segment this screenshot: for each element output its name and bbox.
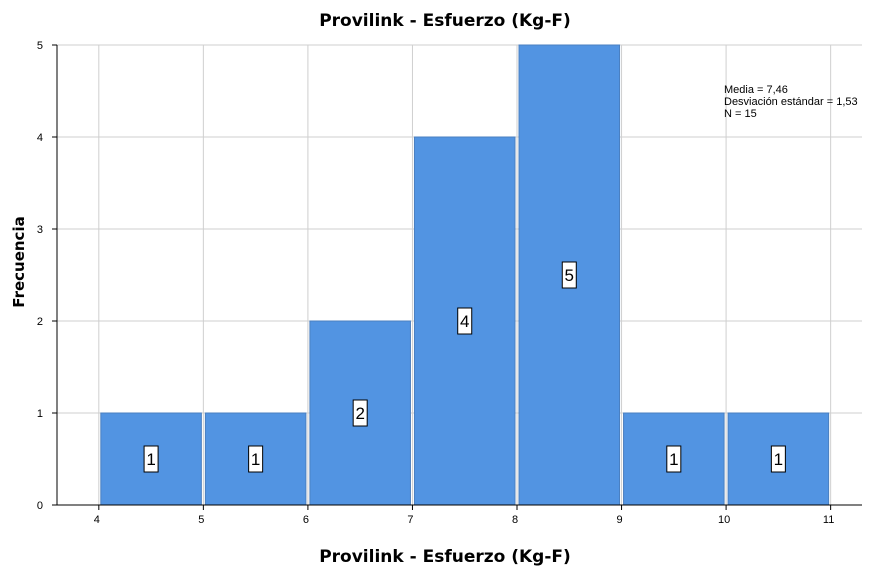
x-ticks: 4 5 6 7 8 9 10 11 xyxy=(94,505,834,526)
bar-label-box xyxy=(561,261,577,289)
bar-label-box xyxy=(352,399,368,427)
y-tick-label: 1 xyxy=(37,408,43,420)
x-tick-label: 11 xyxy=(823,514,834,526)
bar-label: 1 xyxy=(669,450,678,469)
bar-labels: 1 1 2 4 5 1 1 xyxy=(143,261,786,473)
y-tick-label: 2 xyxy=(37,316,43,328)
y-tick-label: 0 xyxy=(37,500,43,512)
y-ticks: 0 1 2 3 4 5 xyxy=(37,40,57,512)
bar-label-box xyxy=(248,445,264,473)
bar-label: 1 xyxy=(146,450,155,469)
x-tick-label: 9 xyxy=(616,514,622,526)
x-tick-label: 8 xyxy=(512,514,518,526)
chart-title: Provilink - Esfuerzo (Kg-F) xyxy=(319,11,571,31)
bar-label-box xyxy=(666,445,682,473)
bar-label: 4 xyxy=(460,312,469,331)
bar-label-box xyxy=(457,307,473,335)
stat-mean: Media = 7,46 xyxy=(724,84,788,96)
y-axis-label: Frecuencia xyxy=(10,216,28,307)
stats-box: Media = 7,46 Desviación estándar = 1,53 … xyxy=(724,84,858,120)
x-tick-label: 6 xyxy=(303,514,309,526)
x-tick-label: 10 xyxy=(718,514,730,526)
x-tick-label: 7 xyxy=(407,514,413,526)
x-tick-label: 5 xyxy=(198,514,204,526)
bar-label: 5 xyxy=(565,266,574,285)
bar-label: 1 xyxy=(774,450,783,469)
stat-n: N = 15 xyxy=(724,108,757,120)
x-axis-label: Provilink - Esfuerzo (Kg-F) xyxy=(319,547,571,567)
x-tick-label: 4 xyxy=(94,514,100,526)
bar-label: 2 xyxy=(355,404,364,423)
y-tick-label: 5 xyxy=(37,40,43,52)
bar-label: 1 xyxy=(251,450,260,469)
bar-label-box xyxy=(770,445,786,473)
y-tick-label: 4 xyxy=(37,132,43,144)
y-tick-label: 3 xyxy=(37,224,43,236)
stat-stddev: Desviación estándar = 1,53 xyxy=(724,96,858,108)
bar-label-box xyxy=(143,445,159,473)
